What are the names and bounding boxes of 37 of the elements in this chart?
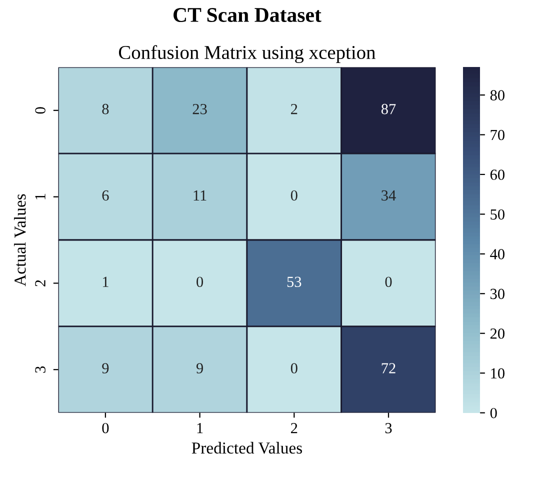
y-axis-title: Actual Values	[14, 194, 26, 286]
color-bar-label: 10	[491, 368, 504, 379]
x-tick-label: 3	[385, 423, 392, 434]
color-bar-label: 20	[490, 328, 504, 339]
y-tick-label: 3	[35, 366, 46, 373]
y-tick-label: 1	[35, 194, 46, 200]
y-tick-label: 2	[35, 280, 46, 286]
x-tick-label: 1	[197, 423, 203, 434]
color-bar-label: 60	[490, 170, 504, 180]
y-tick-label: 0	[35, 107, 46, 114]
data-label: 0	[290, 190, 298, 201]
data-label: 0	[290, 363, 298, 374]
chart-subtitle: Confusion Matrix using xception	[118, 45, 376, 64]
data-label: 0	[196, 276, 204, 288]
color-bar-label: 40	[490, 249, 504, 260]
data-label: 34	[382, 190, 396, 201]
data-label: 72	[382, 363, 396, 374]
data-label: 6	[102, 190, 109, 201]
data-label: 8	[102, 104, 109, 114]
x-tick-label: 0	[102, 422, 109, 434]
data-label: 1	[102, 276, 108, 287]
data-label: 11	[194, 190, 206, 200]
color-bar-label: 80	[490, 90, 504, 100]
color-bar-label: 50	[490, 209, 504, 220]
data-label: 53	[287, 276, 302, 288]
color-bar-label: 0	[490, 408, 497, 418]
chart-title: CT Scan Dataset	[174, 8, 322, 22]
x-axis-title: Predicted Values	[192, 442, 302, 454]
data-label: 2	[291, 104, 298, 114]
data-label: 23	[192, 104, 207, 114]
color-bar-label: 30	[490, 288, 504, 300]
color-bar-label: 70	[490, 130, 504, 140]
data-label: 9	[102, 363, 109, 374]
data-label: 9	[196, 363, 203, 374]
x-tick-label: 2	[291, 423, 298, 434]
data-label: 0	[385, 276, 392, 288]
data-label: 87	[381, 104, 396, 114]
